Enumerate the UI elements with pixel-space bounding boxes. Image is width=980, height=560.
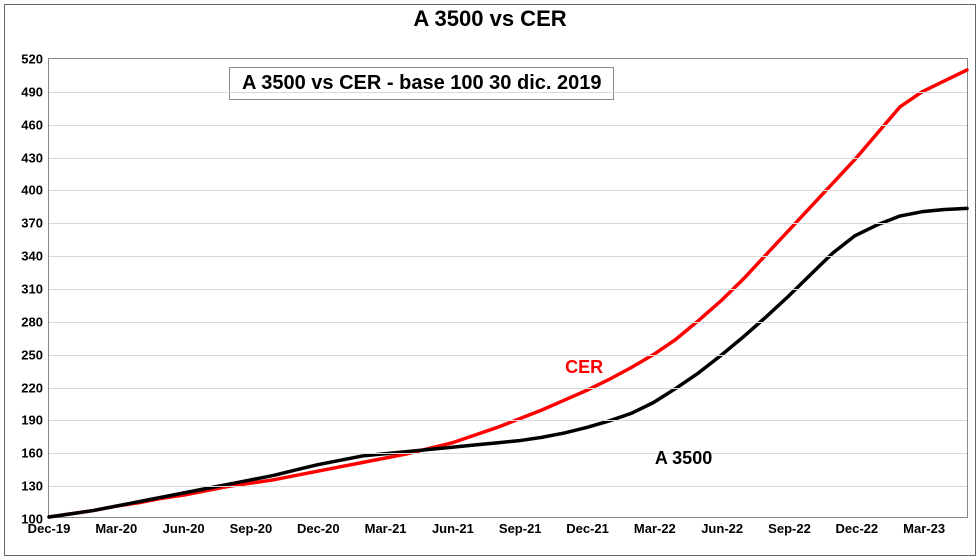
gridline: [49, 453, 967, 454]
x-axis-tick-label: Dec-20: [297, 517, 340, 536]
y-axis-tick-label: 310: [21, 282, 49, 297]
y-axis-tick-label: 190: [21, 413, 49, 428]
gridline: [49, 420, 967, 421]
x-axis-tick-label: Mar-23: [903, 517, 945, 536]
gridline: [49, 322, 967, 323]
y-axis-tick-label: 520: [21, 52, 49, 67]
x-axis-tick-label: Dec-21: [566, 517, 609, 536]
gridline: [49, 92, 967, 93]
y-axis-tick-label: 250: [21, 347, 49, 362]
x-axis-tick-label: Dec-19: [28, 517, 71, 536]
y-axis-tick-label: 490: [21, 84, 49, 99]
x-axis-tick-label: Sep-22: [768, 517, 811, 536]
gridline: [49, 486, 967, 487]
gridline: [49, 289, 967, 290]
y-axis-tick-label: 280: [21, 314, 49, 329]
gridline: [49, 125, 967, 126]
y-axis-tick-label: 460: [21, 117, 49, 132]
chart-main-title: A 3500 vs CER: [0, 6, 980, 32]
y-axis-tick-label: 340: [21, 249, 49, 264]
y-axis-tick-label: 400: [21, 183, 49, 198]
gridline: [49, 223, 967, 224]
series-line-cer: [49, 70, 967, 517]
x-axis-tick-label: Jun-20: [163, 517, 205, 536]
chart-legend-box: A 3500 vs CER - base 100 30 dic. 2019: [229, 67, 614, 100]
x-axis-tick-label: Mar-20: [95, 517, 137, 536]
y-axis-tick-label: 430: [21, 150, 49, 165]
y-axis-tick-label: 220: [21, 380, 49, 395]
y-axis-tick-label: 370: [21, 216, 49, 231]
gridline: [49, 355, 967, 356]
series-label-cer: CER: [565, 357, 603, 378]
gridline: [49, 388, 967, 389]
y-axis-tick-label: 160: [21, 446, 49, 461]
chart-lines-svg: [49, 59, 967, 517]
x-axis-tick-label: Mar-21: [365, 517, 407, 536]
gridline: [49, 256, 967, 257]
x-axis-tick-label: Dec-22: [835, 517, 878, 536]
chart-plot-area: A 3500 vs CER - base 100 30 dic. 2019 10…: [48, 58, 968, 518]
x-axis-tick-label: Sep-21: [499, 517, 542, 536]
gridline: [49, 158, 967, 159]
x-axis-tick-label: Jun-21: [432, 517, 474, 536]
series-line-a-3500: [49, 208, 967, 517]
x-axis-tick-label: Jun-22: [701, 517, 743, 536]
x-axis-tick-label: Mar-22: [634, 517, 676, 536]
y-axis-tick-label: 130: [21, 479, 49, 494]
series-label-a-3500: A 3500: [655, 448, 712, 469]
gridline: [49, 190, 967, 191]
x-axis-tick-label: Sep-20: [230, 517, 273, 536]
